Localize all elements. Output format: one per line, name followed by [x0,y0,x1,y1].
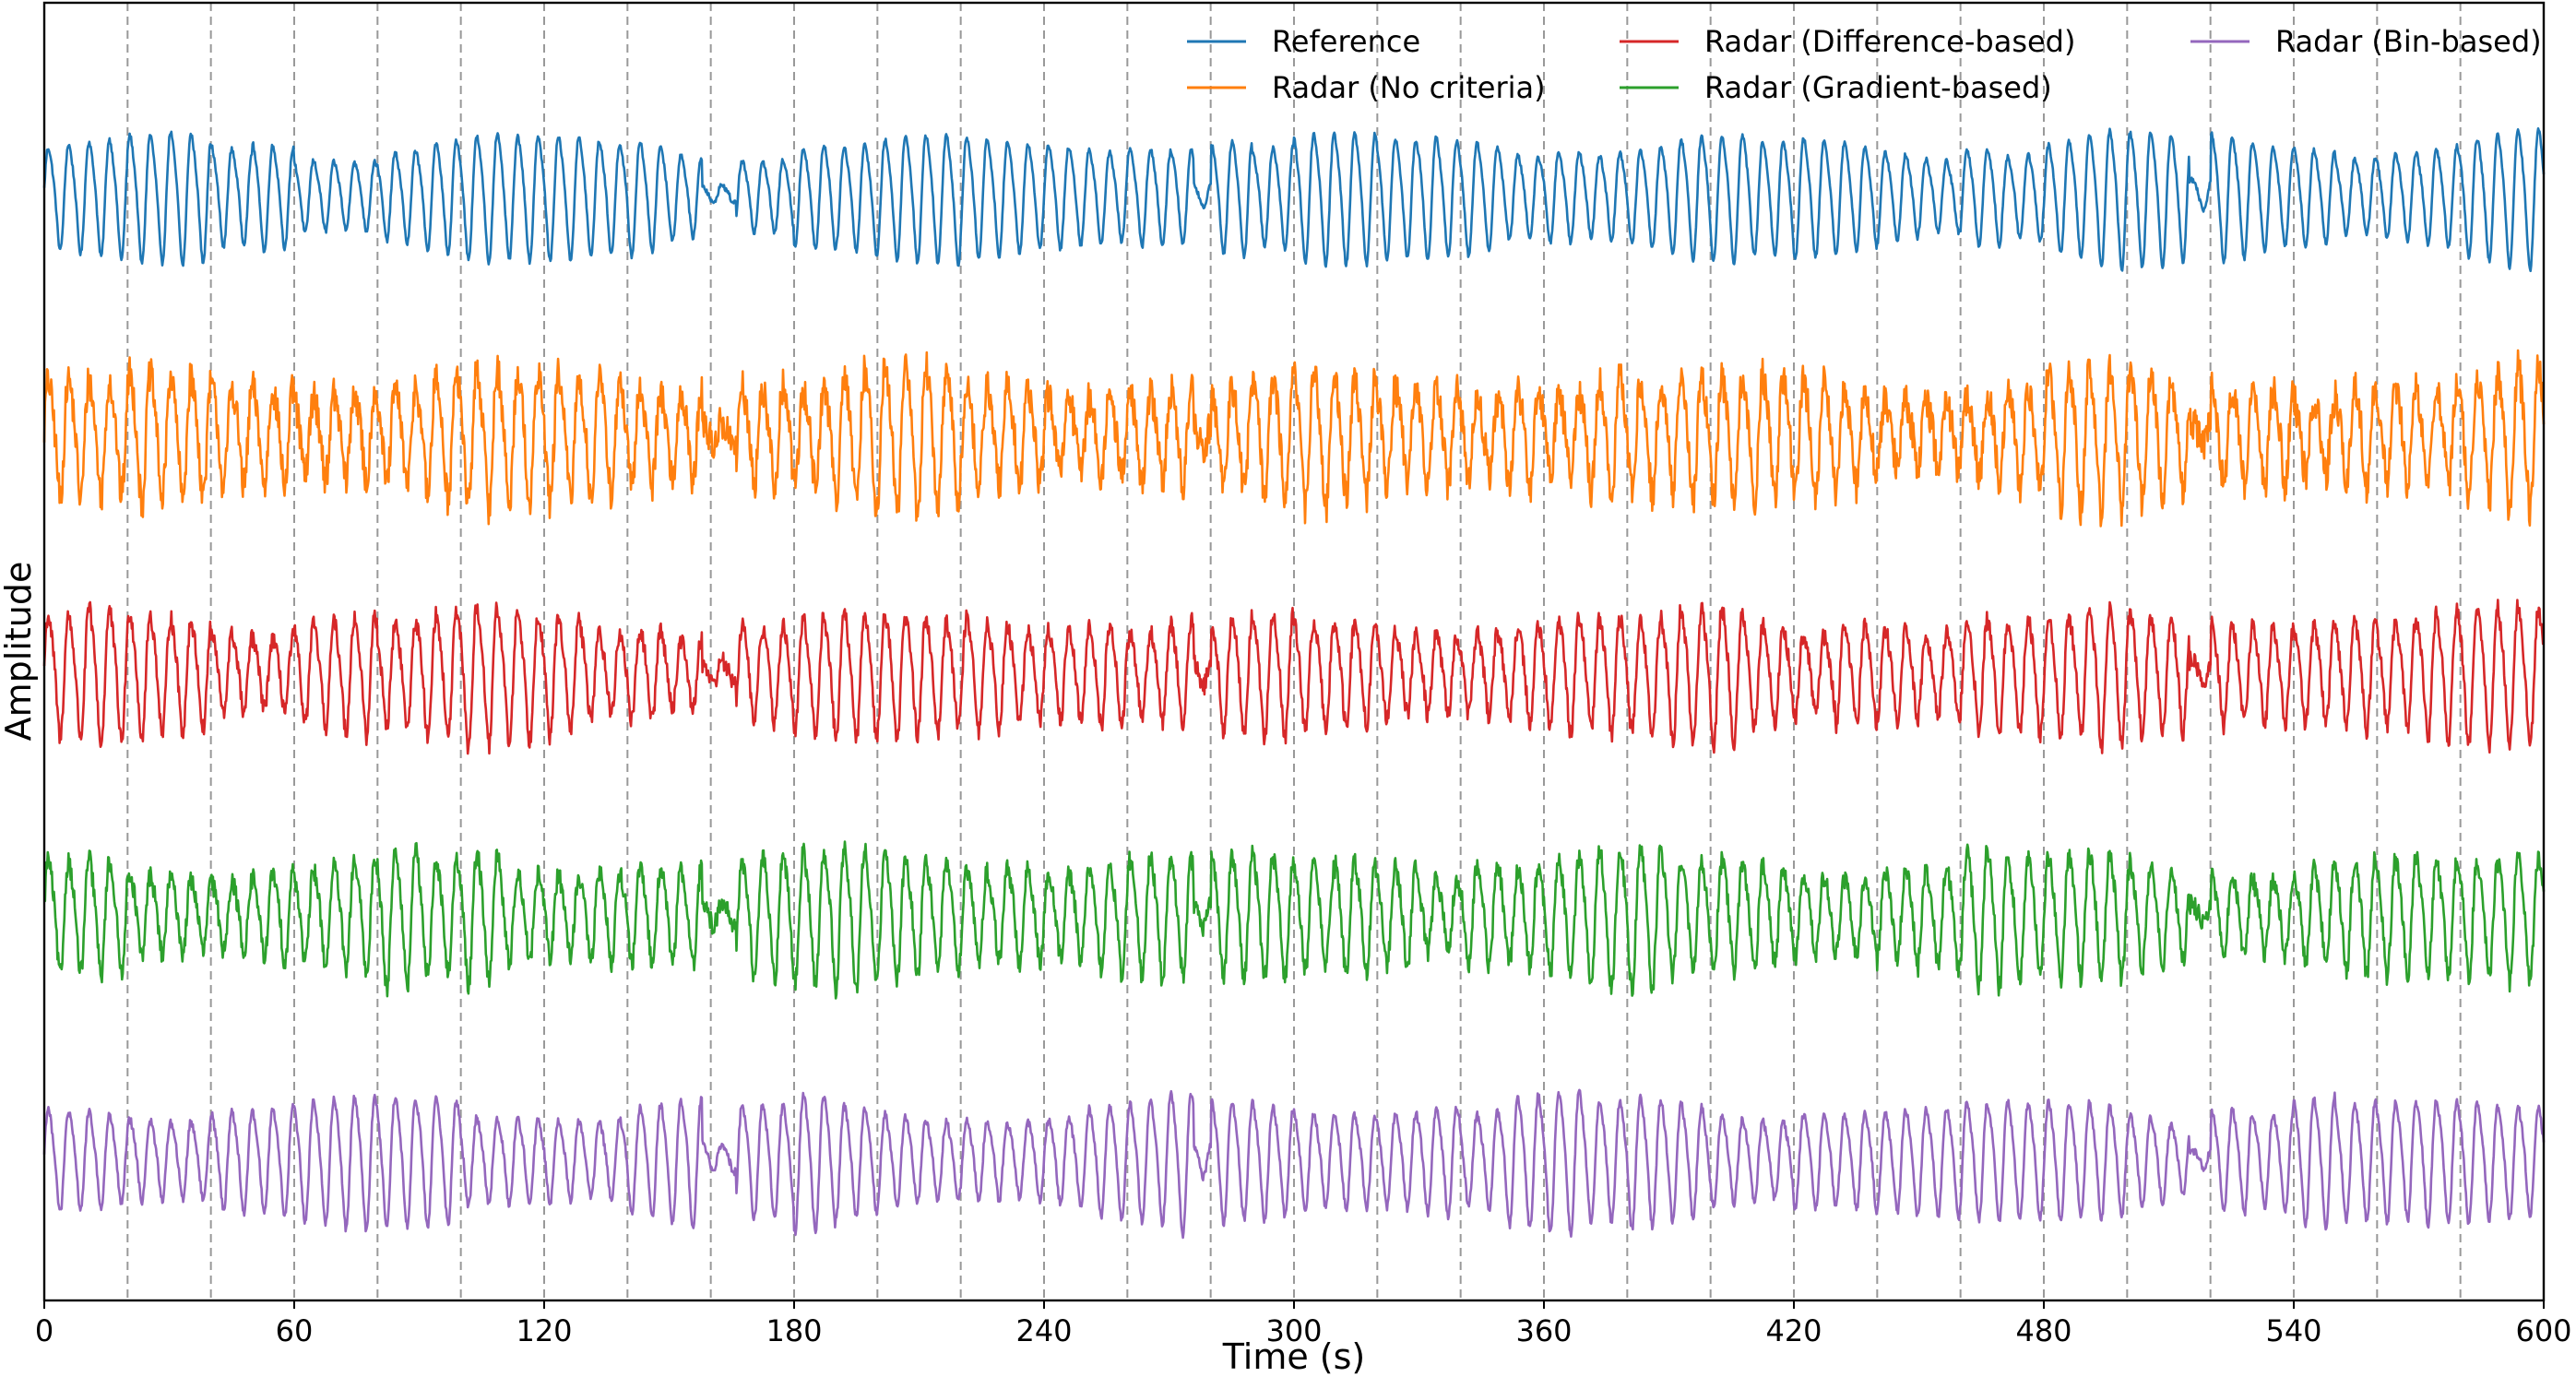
legend-label: Reference [1272,24,1420,59]
legend-label: Radar (No criteria) [1272,70,1546,105]
series-line-reference [42,127,2546,273]
series-line-radar-difference-based [42,599,2545,755]
x-tick-label: 240 [1015,1313,1072,1348]
series-line-radar-bin-based [42,1088,2546,1240]
x-tick-label: 120 [516,1313,572,1348]
legend: Reference Radar (No criteria) Radar (Diffe… [1187,24,2542,105]
x-tick-label: 0 [35,1313,53,1348]
series-line-radar-no-criteria [42,349,2546,528]
x-tick-label: 300 [1265,1313,1322,1348]
legend-label: Radar (Gradient-based) [1704,70,2052,105]
x-tick-label: 600 [2515,1313,2571,1348]
series-layer [42,127,2546,1240]
vertical-gridlines [126,3,2462,1300]
x-tick-label: 540 [2265,1313,2321,1348]
x-tick-label: 420 [1765,1313,1822,1348]
legend-label: Radar (Bin-based) [2275,24,2542,59]
legend-label: Radar (Difference-based) [1704,24,2075,59]
series-line-radar-gradient-based [42,840,2546,1000]
x-tick-label: 480 [2015,1313,2071,1348]
x-axis-label: Time (s) [1222,1336,1366,1377]
x-axis-ticks: 0 60 120 180 240 300 360 420 480 540 600 [35,1300,2572,1348]
x-tick-label: 60 [276,1313,314,1348]
x-tick-label: 360 [1515,1313,1572,1348]
y-axis-label: Amplitude [0,562,39,742]
x-tick-label: 180 [766,1313,822,1348]
